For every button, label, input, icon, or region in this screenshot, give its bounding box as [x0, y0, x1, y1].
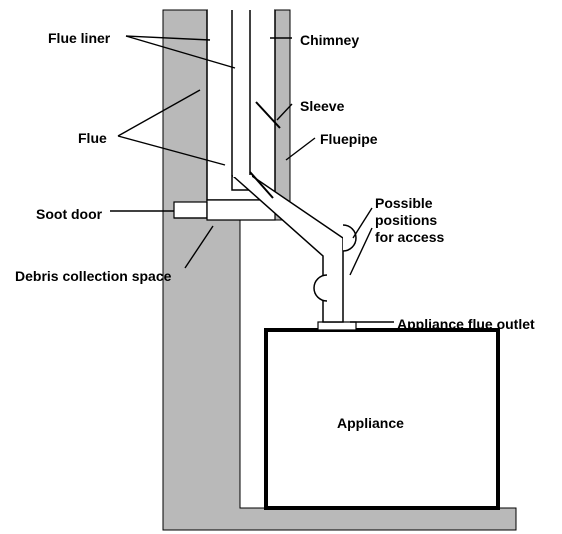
diagram-canvas: Flue liner Chimney Sleeve Flue Fluepipe …: [0, 0, 562, 534]
diagram-svg: [0, 0, 562, 534]
